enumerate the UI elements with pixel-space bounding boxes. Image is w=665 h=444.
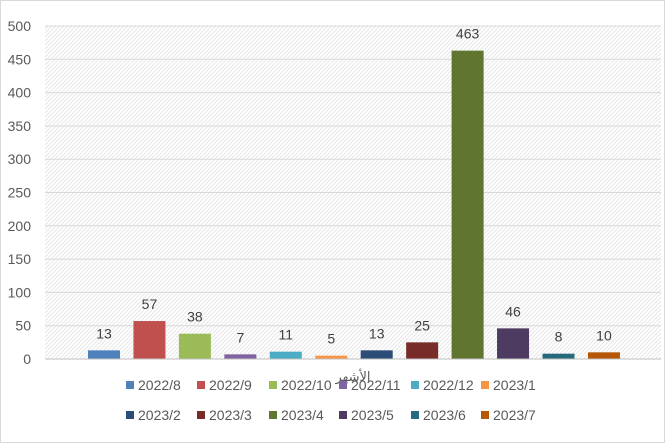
legend-swatch	[126, 411, 134, 419]
legend-label: 2022/8	[138, 377, 181, 393]
data-label: 38	[187, 309, 203, 325]
bar	[178, 333, 211, 359]
y-tick-label: 200	[8, 218, 32, 234]
bar	[587, 352, 620, 359]
legend-swatch	[269, 381, 277, 389]
legend-label: 2023/1	[493, 377, 536, 393]
data-label: 13	[96, 325, 112, 341]
legend-swatch	[481, 381, 489, 389]
y-tick-label: 350	[8, 118, 32, 134]
legend-label: 2022/12	[423, 377, 474, 393]
legend-label: 2022/10	[281, 377, 332, 393]
legend-swatch	[411, 411, 419, 419]
legend-swatch	[411, 381, 419, 389]
gridlines	[45, 25, 661, 327]
data-label: 10	[596, 327, 612, 343]
data-label: 8	[555, 329, 563, 345]
bar	[451, 50, 484, 359]
bar	[315, 355, 348, 359]
legend-swatch	[339, 381, 347, 389]
legend-label: 2023/2	[138, 407, 181, 423]
data-label: 57	[142, 296, 158, 312]
legend-swatch	[197, 411, 205, 419]
y-tick-label: 250	[8, 185, 32, 201]
bar	[88, 350, 120, 359]
legend-label: 2022/9	[209, 377, 252, 393]
legend-swatch	[126, 381, 134, 389]
legend: 2022/8 2022/9 2022/10 2022/11 2022/12 2023/1 2…	[126, 377, 536, 423]
y-tick-label: 450	[8, 51, 32, 67]
bar	[497, 328, 530, 359]
legend-label: 2023/7	[493, 407, 536, 423]
x-axis-title: الأشهر	[334, 368, 370, 385]
bar	[133, 321, 166, 359]
data-label: 463	[456, 26, 480, 42]
bars	[88, 50, 620, 359]
legend-label: 2023/5	[351, 407, 394, 423]
legend-swatch	[269, 411, 277, 419]
y-tick-label: 100	[8, 284, 32, 300]
data-label: 25	[414, 317, 430, 333]
legend-label: 2022/11	[351, 377, 401, 393]
y-tick-label: 50	[15, 318, 31, 334]
bar	[406, 342, 439, 359]
legend-swatch	[197, 381, 205, 389]
y-tick-label: 0	[23, 351, 31, 367]
data-label: 11	[279, 327, 294, 343]
data-label: 46	[505, 303, 521, 319]
y-tick-label: 400	[8, 85, 32, 101]
bar	[360, 350, 393, 359]
data-label: 13	[369, 325, 385, 341]
data-label: 7	[236, 329, 244, 345]
data-labels: 13 57 38 7 11 5 13 25 463 46 8 10	[96, 26, 612, 347]
legend-label: 2023/4	[281, 407, 324, 423]
y-tick-label: 300	[8, 151, 32, 167]
y-tick-label: 150	[8, 251, 32, 267]
bar	[224, 354, 257, 359]
bar	[269, 351, 302, 359]
legend-label: 2023/3	[209, 407, 252, 423]
legend-swatch	[339, 411, 347, 419]
y-tick-label: 500	[8, 18, 32, 34]
legend-label: 2023/6	[423, 407, 466, 423]
data-label: 5	[327, 331, 335, 347]
bar	[542, 353, 575, 359]
y-axis-ticks: 0 50 100 150 200 250 300 350 400 450 500	[8, 18, 32, 367]
legend-swatch	[481, 411, 489, 419]
